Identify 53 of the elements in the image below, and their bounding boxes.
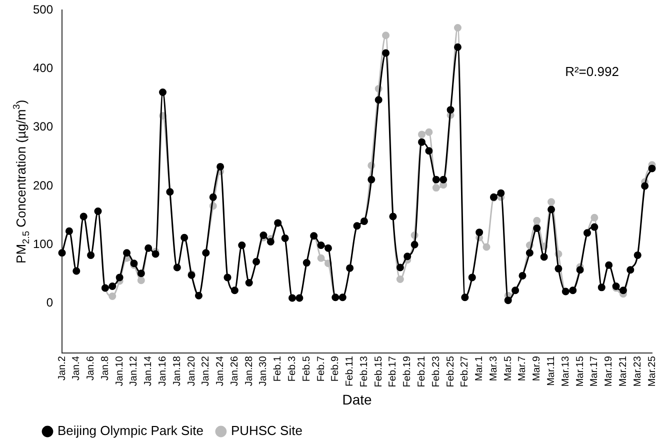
- y-tick-label: 0: [46, 296, 54, 310]
- x-tick-label: Mar.25: [646, 356, 658, 387]
- x-tick-label: Jan.4: [71, 356, 82, 381]
- x-tick-label: Feb.1: [272, 356, 284, 382]
- x-tick-label: Feb.27: [460, 356, 471, 388]
- x-tick-label: Feb.7: [316, 356, 327, 382]
- x-tick-label: Mar.19: [604, 356, 615, 387]
- x-tick-label: Feb.11: [344, 356, 356, 386]
- x-tick-label: Jan.30: [258, 356, 270, 386]
- annotation: R²=0.992: [565, 64, 619, 79]
- x-tick-label: Jan.22: [200, 356, 212, 386]
- y-axis-title: PM2.5 Concentration (µg/m3): [11, 100, 32, 264]
- x-tick-label: Feb.9: [330, 356, 342, 382]
- x-tick-label: Jan.2: [56, 356, 68, 381]
- x-tick-label: Feb.17: [388, 356, 399, 388]
- x-tick-label: Feb.25: [445, 356, 456, 388]
- x-tick-label: Mar.23: [632, 356, 644, 387]
- y-tick-label: 100: [32, 236, 54, 251]
- x-tick-label: Feb.13: [358, 356, 370, 388]
- legend-label: Beijing Olympic Park Site: [58, 423, 204, 438]
- x-tick-label: Feb.5: [301, 356, 312, 382]
- x-tick-label: Jan.18: [172, 356, 183, 386]
- x-tick-label: Mar.15: [574, 356, 586, 387]
- x-tick-label: Jan.10: [114, 356, 126, 386]
- x-tick-label: Feb.19: [402, 356, 414, 388]
- x-tick-label: Mar.7: [517, 356, 528, 382]
- x-tick-label: Feb.3: [287, 356, 298, 382]
- x-axis-title: Date: [342, 391, 372, 408]
- x-tick-label: Mar.1: [474, 356, 486, 382]
- x-tick-label: Mar.5: [502, 356, 514, 382]
- x-tick-label: Jan.12: [128, 356, 140, 386]
- y-tick-label: 200: [32, 178, 54, 192]
- x-tick-label: Jan.24: [215, 356, 226, 386]
- legend-label: PUHSC Site: [230, 423, 302, 438]
- x-tick-label: Jan.16: [158, 356, 168, 386]
- x-tick-label: Mar.3: [488, 356, 500, 382]
- x-tick-label: Feb.15: [373, 356, 384, 388]
- x-tick-label: Jan.26: [229, 356, 240, 386]
- y-tick-label: 500: [32, 2, 54, 17]
- x-tick-label: Jan.28: [244, 356, 255, 386]
- x-tick-label: Jan.6: [86, 356, 97, 381]
- x-tick-label: Mar.9: [532, 356, 543, 382]
- x-tick-label: Mar.11: [546, 356, 558, 386]
- x-tick-label: Feb.21: [416, 356, 428, 388]
- x-tick-label: Mar.17: [589, 356, 600, 387]
- x-tick-label: Mar.21: [618, 356, 629, 387]
- x-tick-label: Feb.23: [430, 356, 442, 388]
- y-tick-label: 400: [32, 61, 54, 76]
- x-tick-label: Jan.8: [100, 356, 111, 381]
- x-tick-label: Jan.14: [143, 356, 154, 386]
- x-tick-label: Jan.20: [186, 356, 198, 386]
- x-tick-label: Mar.13: [560, 356, 572, 387]
- y-tick-label: 300: [32, 120, 54, 134]
